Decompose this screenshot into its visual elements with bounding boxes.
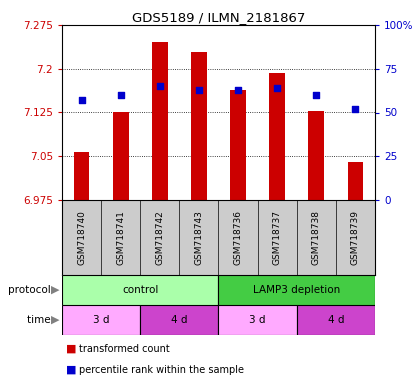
Bar [152,43,168,200]
Text: time: time [27,315,54,325]
Text: 4 d: 4 d [327,315,344,325]
Text: ▶: ▶ [51,285,60,295]
Bar [113,113,129,200]
FancyBboxPatch shape [62,275,219,305]
Text: ■: ■ [66,365,77,375]
Point [117,92,124,98]
Point [156,83,163,89]
Point [274,85,281,91]
Text: GSM718736: GSM718736 [234,210,242,265]
Text: ▶: ▶ [51,315,60,325]
Text: GSM718737: GSM718737 [273,210,282,265]
Text: LAMP3 depletion: LAMP3 depletion [253,285,340,295]
Point [235,87,242,93]
FancyBboxPatch shape [297,305,375,335]
Text: GSM718742: GSM718742 [155,210,164,265]
Point [78,97,85,103]
Text: GSM718741: GSM718741 [116,210,125,265]
Text: ■: ■ [66,344,77,354]
Bar [269,73,285,200]
Text: 3 d: 3 d [249,315,266,325]
Bar [230,90,246,200]
Bar [74,152,89,200]
FancyBboxPatch shape [140,305,219,335]
Point [195,87,202,93]
Bar [308,111,324,200]
Text: control: control [122,285,159,295]
Bar [348,162,363,200]
Text: GSM718739: GSM718739 [351,210,360,265]
Text: transformed count: transformed count [78,344,169,354]
Text: protocol: protocol [8,285,54,295]
Text: percentile rank within the sample: percentile rank within the sample [78,365,244,375]
Point [313,92,320,98]
Text: GSM718738: GSM718738 [312,210,321,265]
Text: GSM718743: GSM718743 [195,210,203,265]
Bar [191,53,207,200]
Text: 3 d: 3 d [93,315,110,325]
FancyBboxPatch shape [219,305,297,335]
Title: GDS5189 / ILMN_2181867: GDS5189 / ILMN_2181867 [132,11,305,24]
Text: 4 d: 4 d [171,315,188,325]
Text: GSM718740: GSM718740 [77,210,86,265]
FancyBboxPatch shape [62,305,140,335]
FancyBboxPatch shape [219,275,375,305]
Point [352,106,359,112]
